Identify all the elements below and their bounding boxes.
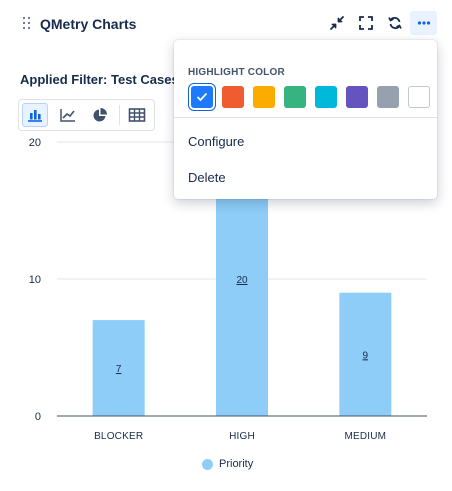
- y-tick-label: 20: [29, 137, 41, 149]
- color-swatch-3[interactable]: [284, 86, 306, 108]
- more-icon: [417, 21, 430, 25]
- color-swatch-6[interactable]: [377, 86, 399, 108]
- refresh-button[interactable]: [383, 11, 407, 35]
- bar-chart-icon: [28, 110, 42, 122]
- more-options-menu: HIGHLIGHT COLOR Configure Delete: [174, 40, 437, 199]
- applied-filter-label: Applied Filter: Test Cases: [20, 72, 179, 87]
- widget-title: QMetry Charts: [40, 16, 137, 32]
- color-swatch-5[interactable]: [346, 86, 368, 108]
- x-tick-label: BLOCKER: [94, 431, 143, 442]
- color-swatch-2[interactable]: [253, 86, 275, 108]
- fullscreen-button[interactable]: [354, 11, 378, 35]
- pie-chart-button[interactable]: [87, 103, 113, 127]
- table-view-button[interactable]: [124, 103, 150, 127]
- y-tick-label: 10: [29, 274, 41, 286]
- y-tick-label: 0: [35, 411, 41, 423]
- collapse-icon: [330, 16, 344, 30]
- table-icon: [128, 108, 146, 122]
- color-swatch-0[interactable]: [191, 86, 213, 108]
- configure-menu-item[interactable]: Configure: [188, 134, 245, 149]
- chart-legend[interactable]: Priority: [202, 458, 253, 470]
- color-swatch-7[interactable]: [408, 86, 430, 108]
- legend-label: Priority: [219, 458, 254, 470]
- bar-medium[interactable]: [339, 292, 392, 416]
- delete-menu-item[interactable]: Delete: [188, 170, 226, 185]
- collapse-button[interactable]: [325, 11, 349, 35]
- data-label: 7: [116, 364, 122, 375]
- widget-header: QMetry Charts: [0, 0, 452, 48]
- legend-swatch: [202, 458, 213, 470]
- pie-chart-icon: [93, 108, 107, 122]
- refresh-icon: [388, 17, 402, 29]
- highlight-color-heading: HIGHLIGHT COLOR: [188, 67, 285, 78]
- chart-type-toolbar: [18, 99, 155, 131]
- color-swatch-1[interactable]: [222, 86, 244, 108]
- check-icon: [196, 92, 208, 102]
- line-chart-icon: [60, 109, 75, 122]
- more-button[interactable]: [410, 11, 437, 35]
- bar-chart-button[interactable]: [22, 103, 48, 127]
- x-tick-label: MEDIUM: [344, 431, 386, 442]
- fullscreen-icon: [359, 16, 373, 30]
- menu-divider: [174, 117, 437, 118]
- data-label: 9: [363, 350, 369, 361]
- line-chart-button[interactable]: [55, 103, 81, 127]
- x-tick-label: HIGH: [229, 431, 255, 442]
- color-swatch-4[interactable]: [315, 86, 337, 108]
- bar-blocker[interactable]: [92, 320, 145, 416]
- color-swatch-row: [191, 86, 430, 108]
- drag-handle-icon[interactable]: [23, 17, 31, 29]
- data-label: 20: [236, 275, 248, 286]
- toolbar-divider: [119, 105, 120, 125]
